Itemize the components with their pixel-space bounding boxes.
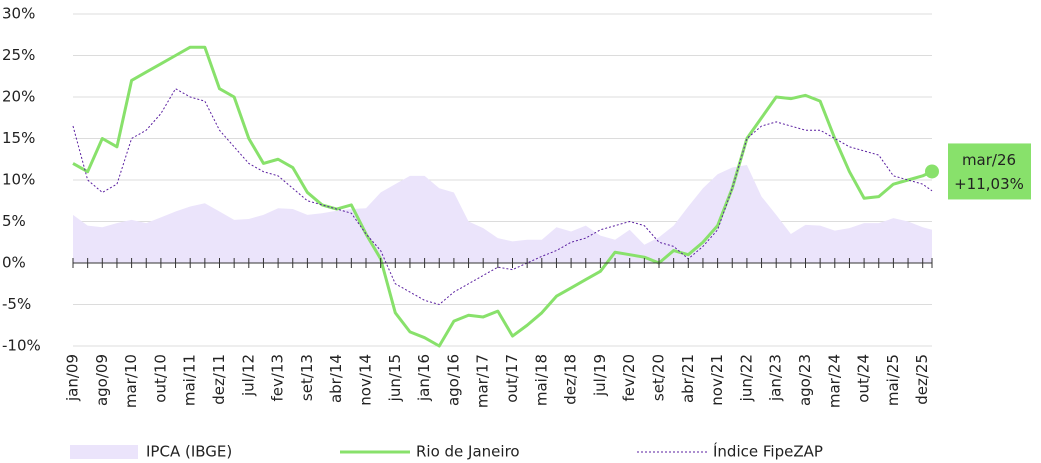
y-tick-label: 30% [2,5,35,23]
x-tick-label: jun/22 [737,354,755,402]
x-tick-label: mai/18 [532,354,550,406]
x-tick-label: ago/16 [444,354,462,406]
x-tick-label: jul/12 [239,354,257,397]
x-tick-label: jan/16 [415,354,433,402]
x-tick-label: mai/11 [181,354,199,406]
area [73,165,932,263]
x-tick-label: set/20 [650,354,668,401]
x-tick-label: ago/23 [796,354,814,406]
x-tick-label: mar/17 [474,354,492,408]
x-tick-label: jan/09 [64,354,82,402]
y-tick-label: 5% [2,212,26,230]
x-tick-label: out/10 [151,354,169,403]
x-tick-label: mar/10 [122,354,140,408]
x-tick-label: jul/19 [591,354,609,397]
x-tick-label: abr/14 [327,354,345,403]
x-tick-label: mar/24 [825,354,843,408]
line [72,45,933,348]
x-tick-label: jun/15 [386,354,404,402]
x-tick-label: dez/18 [562,354,580,405]
x-tick-label: jan/23 [767,354,785,402]
y-tick-label: 20% [2,88,35,106]
legend-label: IPCA (IBGE) [146,443,232,461]
x-tick-label: fev/13 [269,354,287,402]
end-point [925,164,939,179]
x-tick-label: out/17 [503,354,521,403]
y-tick-label: -10% [2,337,41,355]
y-tick-label: 0% [2,254,26,272]
x-tick-label: abr/21 [679,354,697,403]
x-tick-label: dez/11 [210,354,228,405]
callout-value: +11,03% [954,175,1024,193]
callout-date: mar/26 [962,151,1016,169]
y-tick-label: 10% [2,171,35,189]
x-tick-label: out/24 [855,354,873,403]
x-tick-label: mai/25 [884,354,902,406]
x-tick-label: nov/21 [708,354,726,406]
x-tick-label: fev/20 [620,354,638,402]
legend-label: Índice FipeZAP [713,442,823,461]
callout-box [948,143,1031,200]
line [72,88,933,305]
y-tick-label: 15% [2,129,35,147]
y-tick-label: -5% [2,295,31,313]
y-tick-label: 25% [2,46,35,64]
legend-swatch [70,445,138,459]
x-tick-label: set/13 [298,354,316,401]
legend-label: Rio de Janeiro [416,443,520,461]
x-tick-label: nov/14 [357,354,375,406]
x-tick-label: ago/09 [93,354,111,406]
x-tick-label: dez/25 [913,354,931,405]
